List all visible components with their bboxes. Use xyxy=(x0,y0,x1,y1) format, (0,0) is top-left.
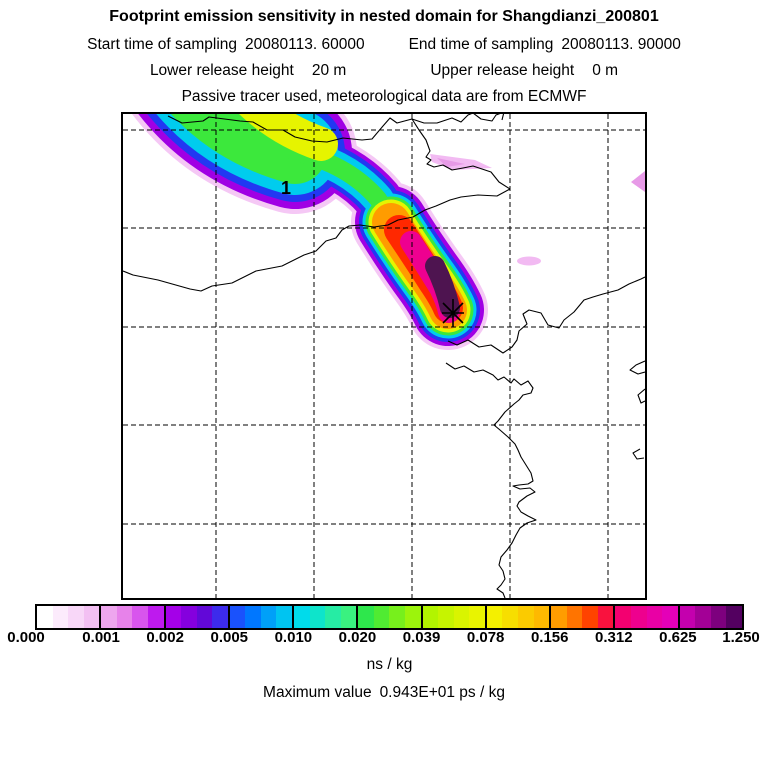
upper-release-label: Upper release height xyxy=(430,62,575,79)
colorbar-cell xyxy=(710,606,727,628)
colorbar-segment xyxy=(677,606,742,628)
end-time-value: 20080113. 90000 xyxy=(561,36,681,53)
colorbar-cell xyxy=(165,606,182,628)
colorbar-tick-label: 0.625 xyxy=(659,629,697,646)
colorbar-cell xyxy=(453,606,470,628)
colorbar-segment xyxy=(292,606,357,628)
colorbar-tick-label: 0.312 xyxy=(595,629,633,646)
map-panel: 1 xyxy=(121,112,647,600)
colorbar-cell xyxy=(695,606,711,628)
colorbar-cell xyxy=(212,606,228,628)
colorbar-segment xyxy=(99,606,164,628)
colorbar-cell xyxy=(438,606,454,628)
maximum-value-label: Maximum value xyxy=(263,684,372,701)
colorbar-cell xyxy=(679,606,696,628)
colorbar xyxy=(35,604,744,630)
sampling-time-line: Start time of sampling 20080113. 60000 End… xyxy=(0,36,768,54)
receptor-star-marker xyxy=(442,299,464,327)
colorbar-cell xyxy=(615,606,631,628)
colorbar-cell xyxy=(276,606,293,628)
colorbar-segment xyxy=(37,606,100,628)
colorbar-cell xyxy=(132,606,148,628)
start-time-value: 20080113. 60000 xyxy=(245,36,365,53)
colorbar-tick-label: 0.000 xyxy=(7,629,45,646)
colorbar-cell xyxy=(517,606,534,628)
colorbar-tick-label: 0.005 xyxy=(210,629,249,646)
colorbar-cell xyxy=(597,606,614,628)
graticule-gridlines xyxy=(123,114,645,598)
colorbar-cell xyxy=(294,606,310,628)
colorbar-segment xyxy=(356,606,421,628)
colorbar-cell xyxy=(389,606,406,628)
colorbar-cell xyxy=(101,606,117,628)
colorbar-cell xyxy=(533,606,550,628)
colorbar-cell xyxy=(502,606,518,628)
colorbar-segment xyxy=(484,606,550,628)
lower-release-value: 20 m xyxy=(311,62,347,79)
colorbar-cell xyxy=(260,606,277,628)
colorbar-cell xyxy=(68,606,84,628)
emission-plume xyxy=(132,114,488,350)
coastline-borders xyxy=(123,114,645,598)
colorbar-cell xyxy=(469,606,485,628)
release-point-label: 1 xyxy=(281,178,291,198)
colorbar-cell xyxy=(405,606,421,628)
colorbar-tick-label: 0.039 xyxy=(402,629,441,646)
faint-plume-patch xyxy=(437,158,465,167)
colorbar-tick-label: 0.078 xyxy=(466,629,505,646)
faint-plume-patch xyxy=(517,256,541,266)
release-height-line: Lower release height 20 m Upper release he… xyxy=(0,62,768,80)
colorbar-cell xyxy=(229,606,246,628)
colorbar-cell xyxy=(726,606,742,628)
colorbar-cell xyxy=(373,606,390,628)
colorbar-tick-label: 0.002 xyxy=(146,629,184,646)
end-time-label: End time of sampling xyxy=(408,36,554,53)
colorbar-cell xyxy=(340,606,357,628)
colorbar-units: ns / kg xyxy=(366,656,413,673)
colorbar-cell xyxy=(83,606,100,628)
colorbar-tick-label: 0.001 xyxy=(82,629,120,646)
colorbar-cell xyxy=(196,606,213,628)
colorbar-segment xyxy=(163,606,228,628)
colorbar-cell xyxy=(181,606,197,628)
maximum-value: 0.943E+01 ps / kg xyxy=(379,684,505,701)
colorbar-cell xyxy=(646,606,663,628)
colorbar-segment xyxy=(549,606,614,628)
page-title: Footprint emission sensitivity in nested… xyxy=(109,8,659,25)
faint-plume-patch xyxy=(430,154,492,170)
colorbar-tick-label: 0.010 xyxy=(274,629,313,646)
colorbar-cell xyxy=(582,606,598,628)
colorbar-cell xyxy=(245,606,261,628)
colorbar-tick-label: 1.250 xyxy=(722,629,760,646)
colorbar-segment xyxy=(227,606,293,628)
colorbar-tick-labels: 0.000 0.001 0.002 0.005 0.010 0.020 0.039 0.078… xyxy=(0,629,768,647)
faint-plume-patch xyxy=(631,171,645,192)
colorbar-cell xyxy=(422,606,439,628)
colorbar-segment xyxy=(613,606,678,628)
colorbar-cell xyxy=(630,606,647,628)
colorbar-segment xyxy=(420,606,485,628)
tracer-note: Passive tracer used, meteorological data… xyxy=(181,88,587,105)
colorbar-cell xyxy=(309,606,326,628)
colorbar-cell xyxy=(147,606,164,628)
colorbar-cell xyxy=(662,606,678,628)
colorbar-cell xyxy=(325,606,341,628)
footprint-map: 1 xyxy=(123,114,645,598)
colorbar-cell xyxy=(358,606,374,628)
colorbar-cell xyxy=(551,606,567,628)
colorbar-cell xyxy=(37,606,53,628)
colorbar-cell xyxy=(566,606,583,628)
colorbar-tick-label: 0.156 xyxy=(530,629,569,646)
colorbar-cell xyxy=(116,606,133,628)
upper-release-value: 0 m xyxy=(592,62,619,79)
start-time-label: Start time of sampling xyxy=(87,36,238,53)
maximum-value-line: Maximum value 0.943E+01 ps / kg xyxy=(0,684,768,702)
colorbar-tick-label: 0.020 xyxy=(338,629,377,646)
colorbar-cell xyxy=(52,606,69,628)
lower-release-label: Lower release height xyxy=(149,62,294,79)
colorbar-cell xyxy=(486,606,503,628)
